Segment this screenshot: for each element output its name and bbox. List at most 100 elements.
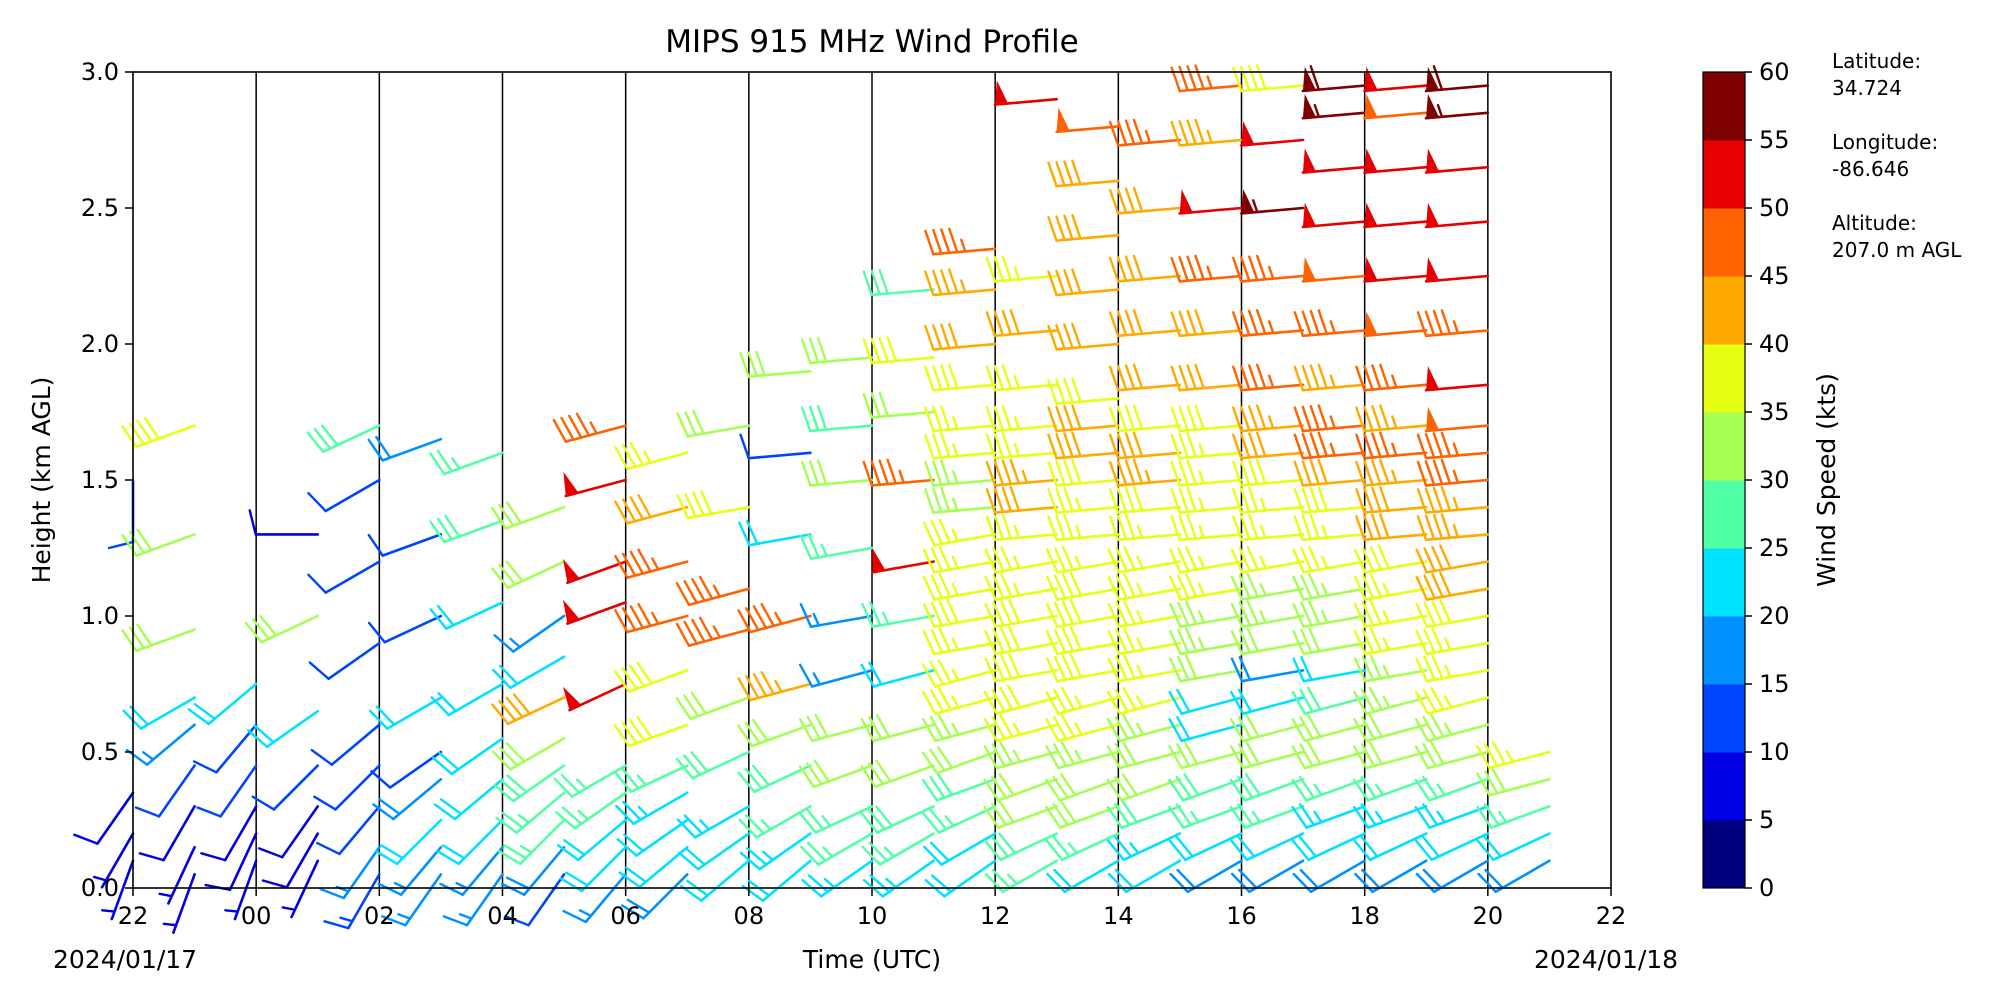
wind-barb-7-5-staff — [509, 737, 566, 771]
wind-barb-8-0-barb-0 — [562, 909, 588, 924]
wind-barb-17-20-barb-1 — [1116, 188, 1128, 214]
wind-barb-6-1-barb-0 — [439, 882, 464, 896]
wind-barb-14-11-barb-1 — [930, 547, 944, 573]
wind-barb-12-10-staff — [808, 356, 874, 365]
wind-barb-7-3-barb-1 — [501, 811, 524, 829]
wind-barb-9-5-barb-1 — [621, 721, 638, 745]
wind-barb-15-9-staff — [994, 614, 1059, 629]
wind-barb-16-22-staff — [1055, 125, 1120, 134]
wind-barb-19-18-barb-3 — [1255, 309, 1267, 335]
wind-barb-0-1-half-barb — [92, 875, 108, 882]
wind-barb-14-16-barb-1 — [932, 405, 943, 432]
wind-barb-8-3-barb-0 — [554, 810, 577, 830]
wind-barb-15-16-barb-1 — [993, 405, 1005, 432]
wind-barb-3-6 — [248, 509, 320, 536]
wind-barb-23-4-staff — [1488, 750, 1551, 770]
wind-barb-16-6-half-barb — [1074, 695, 1083, 709]
wind-barb-14-1-staff — [940, 832, 997, 866]
wind-barb-16-10-barb-2 — [1061, 572, 1075, 598]
wind-barb-7-6-staff — [506, 696, 566, 726]
wind-barb-9-7-barb-0 — [614, 609, 629, 634]
wind-barb-23-2-barb-0 — [1476, 805, 1493, 829]
wind-barb-19-3-barb-0 — [1229, 778, 1247, 802]
wind-barb-18-4-barb-1 — [1176, 743, 1191, 768]
wind-barb-3-1 — [261, 832, 320, 889]
wind-barb-15-15-barb-0 — [985, 433, 997, 460]
wind-barb-21-16 — [1355, 404, 1428, 433]
wind-barb-14-15-barb-2 — [940, 432, 951, 459]
wind-barb-16-21-barb-0 — [1047, 161, 1058, 188]
wind-barb-15-12-barb-2 — [1001, 513, 1013, 540]
wind-barb-16-5 — [1045, 713, 1120, 743]
colorbar-segment-10 — [1703, 140, 1745, 209]
wind-barb-7-7-staff — [509, 655, 566, 690]
wind-barb-15-7 — [984, 653, 1059, 683]
wind-barb-15-19 — [985, 255, 1059, 283]
wind-barb-15-5-staff — [995, 723, 1059, 743]
wind-barb-20-13-barb-0 — [1293, 488, 1305, 514]
wind-barb-18-0-barb-0 — [1169, 872, 1190, 893]
wind-barb-12-3-barb-2 — [813, 759, 830, 783]
altitude-label: Altitude: — [1832, 211, 1917, 235]
wind-barb-1-8-barb-2 — [136, 419, 153, 443]
wind-barb-20-8-barb-0 — [1292, 630, 1305, 656]
wind-barb-12-1-barb-1 — [806, 841, 827, 862]
wind-barb-18-16-barb-0 — [1170, 406, 1181, 433]
wind-barb-7-7-barb-1 — [498, 664, 519, 685]
wind-barb-18-9-barb-1 — [1177, 601, 1190, 627]
wind-barb-17-7 — [1107, 654, 1182, 683]
wind-barb-16-18-barb-0 — [1047, 324, 1058, 351]
wind-barb-23-4 — [1476, 741, 1551, 770]
wind-barb-22-18 — [1416, 309, 1490, 338]
wind-barb-10-1 — [678, 832, 751, 871]
wind-barb-22-5-barb-1 — [1422, 715, 1437, 740]
wind-barb-15-10 — [984, 572, 1059, 601]
wind-barb-16-17-staff — [1055, 397, 1120, 406]
wind-barb-8-3-barb-1 — [561, 806, 583, 825]
wind-barb-16-9-staff — [1055, 614, 1120, 629]
wind-barb-14-15-half-barb — [952, 443, 959, 458]
wind-barb-18-15-barb-2 — [1186, 432, 1197, 459]
wind-barb-21-14-half-barb — [1391, 469, 1398, 484]
wind-barb-18-10-half-barb — [1197, 582, 1206, 597]
wind-barb-8-4-staff — [570, 764, 627, 798]
wind-barb-17-9-barb-2 — [1123, 600, 1136, 626]
wind-barb-17-3-barb-1 — [1114, 775, 1131, 799]
wind-barb-20-20 — [1301, 202, 1366, 229]
wind-barb-14-14-barb-2 — [940, 459, 951, 486]
wind-barb-8-2-barb-0 — [556, 844, 580, 862]
wind-barb-21-8-barb-1 — [1361, 628, 1375, 654]
wind-barb-9-10-staff — [626, 451, 689, 471]
wind-barb-21-19 — [1363, 257, 1428, 283]
wind-barb-22-11-barb-2 — [1431, 545, 1444, 571]
wind-barb-13-9-staff — [870, 410, 935, 419]
wind-barb-19-9-barb-2 — [1246, 600, 1259, 626]
wind-barb-17-8-barb-1 — [1115, 628, 1128, 654]
wind-barb-20-23 — [1301, 65, 1366, 93]
wind-barb-19-22-staff — [1240, 84, 1305, 93]
wind-barb-4-0 — [323, 873, 381, 930]
wind-barb-17-15 — [1108, 431, 1182, 460]
wind-barb-16-5-barb-1 — [1052, 715, 1068, 740]
wind-barb-21-10-barb-0 — [1353, 575, 1367, 601]
wind-barb-16-0 — [1046, 859, 1120, 894]
wind-barb-17-13-staff — [1116, 505, 1182, 514]
wind-barb-3-3-staff — [272, 764, 320, 811]
wind-barb-9-9-barb-3 — [637, 494, 652, 519]
wind-barb-19-8-barb-2 — [1246, 627, 1259, 653]
x-axis-label: Time (UTC) — [802, 945, 941, 974]
wind-barb-18-4-barb-0 — [1168, 745, 1183, 770]
wind-barb-15-19-barb-0 — [985, 256, 997, 283]
colorbar-tick-label-5: 25 — [1759, 534, 1790, 562]
wind-barb-6-8-barb-1 — [436, 449, 453, 473]
wind-barb-18-16-barb-1 — [1178, 405, 1189, 432]
wind-barb-10-7-barb-3 — [700, 490, 713, 515]
wind-barb-1-8-staff — [135, 424, 196, 449]
wind-barb-21-18 — [1363, 311, 1428, 338]
wind-barb-15-1-barb-0 — [983, 839, 1002, 862]
wind-barb-20-5-staff — [1303, 723, 1366, 743]
wind-barb-16-19-barb-0 — [1047, 270, 1058, 297]
wind-barb-21-4 — [1353, 741, 1428, 770]
wind-barb-17-4-staff — [1118, 750, 1182, 770]
